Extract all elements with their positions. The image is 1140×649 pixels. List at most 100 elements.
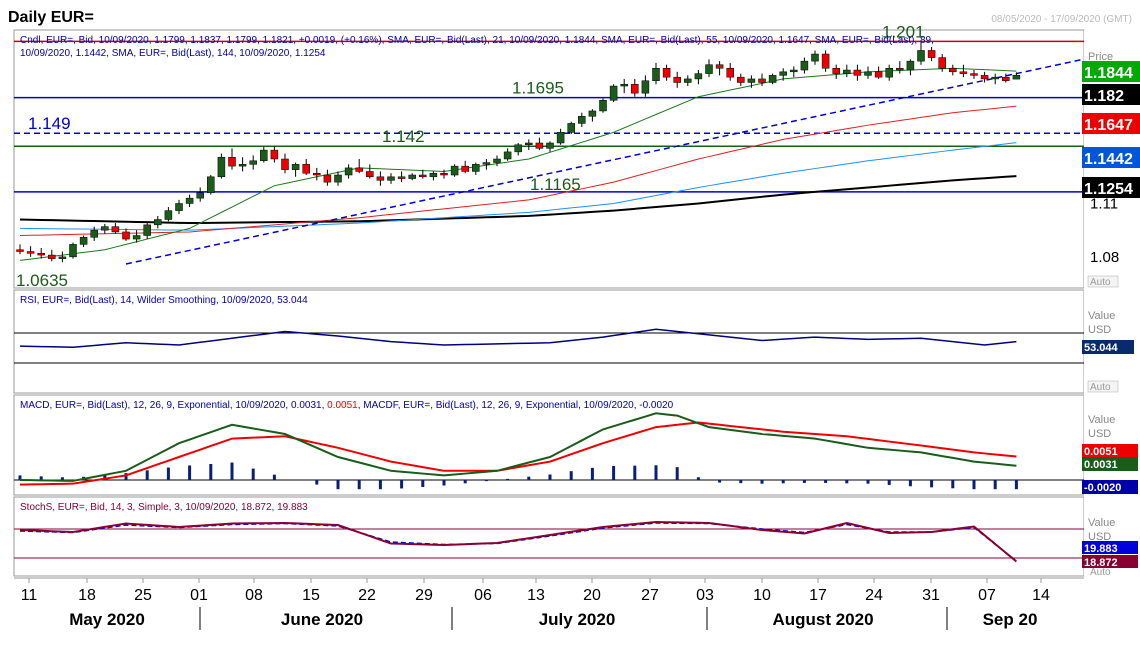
stoch-d-line [19,522,1017,562]
candle-body-62 [673,76,681,83]
candle-body-72 [779,71,787,76]
chart-title: Daily EUR= [8,9,94,26]
price-badge-2 [1082,113,1140,134]
x-day-label-12: 03 [696,587,714,604]
x-month-label-3: August 2020 [772,610,873,629]
candle-body-77 [832,68,840,74]
candle-body-61 [662,68,671,78]
macd-badge-1 [1082,457,1138,471]
stoch-axis-sub: USD [1088,531,1111,543]
candle-body-90 [970,73,978,76]
price-legend-line1: Cndl, EUR=, Bid, 10/09/2020, 1.1799, 1.1… [20,35,934,46]
macd-legend-c: , MACDF, EUR=, Bid(Last), 12, 26, 9, Exp… [358,400,674,411]
candle-body-71 [768,75,777,83]
rsi-line [19,328,1017,349]
candle-body-28 [313,172,321,176]
candle-body-35 [387,176,395,181]
stoch-badge-1 [1082,555,1138,568]
price-badge-label-1: 1.182 [1084,88,1124,105]
candle-body-69 [747,78,756,83]
candle-body-66 [715,64,724,69]
candle-body-14 [164,210,173,220]
candle-body-79 [853,69,862,76]
macd-line [19,412,1017,482]
candle-body-52 [567,123,575,133]
candle-body-7 [90,229,98,238]
candle-body-58 [631,84,639,94]
macd-badge-label-1: 0.0031 [1084,459,1118,471]
candle-body-83 [896,68,904,71]
candle-body-8 [101,226,109,231]
candle-body-13 [154,219,162,226]
date-range: 08/05/2020 - 17/09/2020 (GMT) [991,14,1132,25]
candle-body-87 [938,57,946,69]
candle-body-33 [366,171,374,178]
candle-body-89 [959,71,968,74]
candle-body-85 [917,50,925,62]
x-day-label-17: 07 [978,587,996,604]
candle-body-41 [450,165,459,176]
trendline-line [125,58,1085,265]
x-day-label-2: 25 [134,587,152,604]
price-badge-label-2: 1.1647 [1084,117,1133,134]
candle-body-60 [652,68,660,81]
candle-body-37 [408,174,416,179]
candle-body-46 [503,151,512,160]
macd-axis-title: Value [1088,414,1115,426]
price-auto-button[interactable] [1087,275,1119,288]
price-badge-3 [1082,147,1140,168]
rsi-auto-button[interactable] [1087,380,1119,393]
candle-body-3 [48,254,56,259]
x-day-label-15: 24 [865,587,883,604]
candle-body-25 [281,158,289,170]
price-legend-line2: 10/09/2020, 1.1442, SMA, EUR=, Bid(Last)… [20,48,326,59]
x-day-label-1: 18 [78,587,96,604]
price-badge-1 [1082,84,1140,105]
candle-body-23 [260,149,268,162]
x-day-label-9: 13 [527,587,545,604]
candle-body-45 [493,158,501,163]
macd-badge-2 [1082,480,1138,494]
level-label-0: 1.201 [882,22,925,41]
stoch-badge-label-1: 18.872 [1084,557,1118,569]
candle-body-84 [906,60,915,71]
candle-body-76 [821,53,830,69]
candle-body-20 [228,156,236,167]
candle-body-39 [429,172,438,178]
price-panel [13,29,1085,289]
stoch-auto-label: Auto [1090,567,1111,578]
macd-badge-label-0: 0.0051 [1084,446,1118,458]
candle-body-11 [132,235,141,240]
x-day-label-4: 08 [245,587,263,604]
candle-body-73 [790,69,798,73]
candle-body-54 [588,110,597,117]
level-label-2: 1.149 [28,114,71,133]
candle-body-68 [737,76,745,83]
price-auto-label: Auto [1090,277,1111,288]
sma55-line [19,105,1017,237]
candle-body-86 [927,50,936,58]
x-day-label-11: 27 [641,587,659,604]
candle-body-24 [270,149,279,160]
x-day-label-5: 15 [302,587,320,604]
candle-body-42 [461,165,469,172]
candle-body-16 [185,197,194,204]
candle-body-50 [546,142,554,149]
level-labels: 1.201 1.1695 1.149 1.142 1.1165 1.0635 [16,22,925,290]
candle-body-78 [843,69,851,74]
rsi-axis-sub: USD [1088,324,1111,336]
x-day-label-7: 29 [415,587,433,604]
candle-body-32 [355,167,363,172]
x-day-label-18: 14 [1032,587,1050,604]
candle-body-94 [1012,74,1021,80]
trendline [125,58,1085,265]
candle-body-5 [69,244,77,258]
macd-axis-sub: USD [1088,428,1111,440]
price-axis-ticks: 1.11 1.08 [1090,195,1119,265]
rsi-axis-title: Value [1088,310,1115,322]
price-badges: 1.1844 1.182 1.1647 1.1442 1.1254 [1082,61,1140,198]
price-axis-title: Price [1088,51,1113,63]
horizontal-levels [14,40,1084,193]
x-day-label-8: 06 [474,587,492,604]
candle-body-34 [376,176,385,181]
